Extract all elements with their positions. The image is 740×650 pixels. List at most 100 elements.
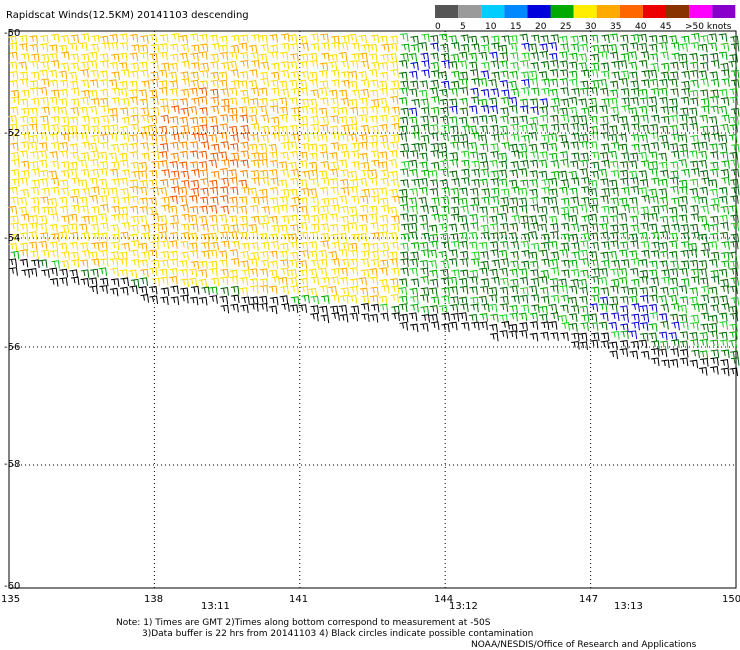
wind-barb: [550, 332, 559, 341]
wind-barb: [700, 294, 710, 304]
wind-barb: [289, 251, 299, 261]
wind-barb: [19, 242, 29, 252]
wind-barb: [549, 152, 558, 162]
wind-barb: [499, 133, 509, 142]
wind-barb: [351, 53, 360, 62]
wind-barb: [80, 61, 90, 70]
wind-barb: [168, 71, 178, 81]
wind-barb: [431, 197, 440, 206]
wind-barb: [60, 169, 70, 179]
wind-barb: [180, 88, 190, 98]
wind-barb: [379, 35, 388, 45]
wind-barb: [669, 251, 678, 260]
wind-barb: [518, 168, 528, 177]
wind-barb: [308, 71, 318, 81]
wind-barb: [669, 359, 679, 368]
wind-barb: [490, 143, 499, 152]
wind-barb: [568, 61, 578, 71]
wind-barb: [241, 96, 250, 106]
wind-barb: [650, 205, 660, 215]
wind-barb: [348, 133, 358, 143]
wind-barb: [58, 231, 68, 240]
wind-barb: [559, 51, 568, 60]
wind-barb: [40, 169, 49, 179]
wind-barb: [398, 303, 408, 312]
wind-barb: [708, 322, 718, 332]
wind-barb: [459, 97, 468, 107]
wind-barb: [270, 240, 279, 250]
wind-barb: [480, 260, 490, 270]
wind-barb: [620, 231, 629, 241]
wind-barb: [260, 61, 269, 71]
wind-barb: [609, 206, 619, 215]
wind-barb: [99, 258, 109, 267]
wind-barb: [590, 151, 600, 161]
wind-barb: [308, 98, 318, 108]
wind-barb: [491, 259, 500, 269]
wind-barb: [719, 320, 728, 330]
wind-barb: [408, 222, 418, 232]
wind-barb: [659, 134, 668, 144]
wind-barb: [648, 151, 658, 161]
wind-barb: [29, 43, 39, 53]
wind-barb: [701, 223, 710, 233]
wind-barb: [289, 241, 298, 251]
wind-barb: [288, 79, 298, 89]
wind-barb: [730, 35, 739, 45]
wind-barb: [239, 223, 249, 233]
wind-barb: [100, 222, 109, 232]
wind-barb: [59, 141, 69, 151]
wind-barb: [468, 105, 478, 115]
wind-barb: [660, 320, 669, 330]
wind-barb: [370, 258, 380, 268]
wind-barb: [628, 287, 638, 296]
wind-barb: [470, 187, 479, 197]
wind-barb: [430, 321, 440, 330]
wind-barb: [590, 241, 600, 251]
wind-barb: [220, 195, 229, 204]
wind-barb: [219, 44, 229, 54]
wind-barb: [99, 195, 108, 204]
wind-barb: [519, 98, 529, 108]
wind-barb: [320, 161, 330, 170]
wind-barb: [99, 241, 108, 251]
wind-barb: [700, 312, 710, 322]
wind-barb: [259, 188, 268, 198]
wind-barb: [639, 276, 648, 285]
wind-barb: [288, 277, 298, 286]
wind-barb: [70, 151, 79, 161]
wind-barb: [429, 205, 439, 215]
wind-barb: [650, 195, 659, 205]
wind-barb: [91, 258, 100, 268]
wind-barb: [39, 69, 49, 79]
wind-barb: [669, 143, 679, 152]
wind-barb: [681, 35, 690, 45]
wind-barb: [40, 206, 50, 216]
wind-barb: [149, 295, 159, 305]
wind-barb: [349, 186, 358, 195]
wind-barb: [259, 278, 269, 287]
wind-barb: [539, 151, 548, 160]
wind-barb: [590, 62, 600, 72]
wind-barb: [480, 278, 490, 287]
wind-barb: [429, 278, 439, 288]
wind-barb: [260, 114, 270, 124]
wind-barb: [130, 62, 140, 72]
wind-barb: [338, 116, 348, 125]
wind-barb: [49, 133, 59, 142]
wind-barb: [701, 133, 710, 142]
wind-barb: [169, 222, 179, 231]
wind-barb: [521, 250, 530, 259]
wind-barb: [140, 35, 149, 44]
wind-barb: [80, 152, 90, 161]
wind-barb: [111, 178, 120, 187]
wind-barb: [250, 251, 260, 261]
wind-barb: [671, 339, 680, 348]
wind-barb: [541, 78, 550, 88]
wind-barb: [471, 168, 480, 178]
wind-barb: [710, 161, 719, 171]
wind-barb: [681, 168, 690, 178]
wind-barb: [471, 160, 480, 170]
wind-barb: [299, 277, 309, 287]
wind-barb: [709, 314, 718, 324]
